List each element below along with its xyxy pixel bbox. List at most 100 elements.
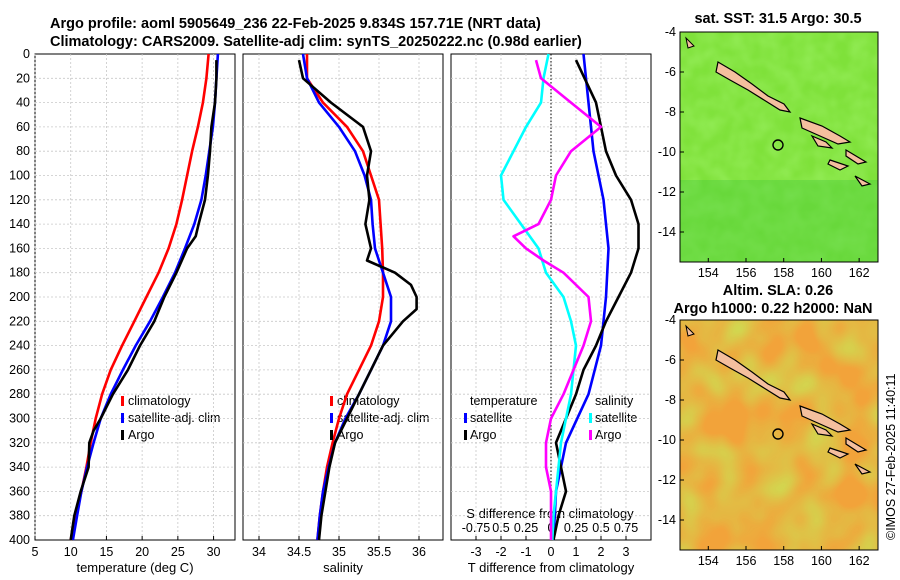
map-y-tick-label: -4 (665, 313, 676, 327)
map-y-tick-label: -12 (658, 473, 676, 487)
x-tick-label: 34.5 (287, 545, 311, 559)
map-y-tick-label: -10 (658, 433, 676, 447)
y-tick-label: 280 (9, 387, 30, 401)
s-diff-tick-label: 0.5 (592, 521, 609, 535)
series-s-argo (512, 59, 603, 540)
y-tick-label: 80 (16, 144, 30, 158)
legend-argo: Argo (337, 428, 363, 442)
legend-salinity-title: salinity (595, 394, 634, 408)
x-tick-label: 10 (64, 545, 78, 559)
map-x-tick-label: 162 (849, 554, 870, 568)
y-tick-label: 380 (9, 509, 30, 523)
map-x-tick-label: 158 (773, 554, 794, 568)
x-tick-label: 35 (332, 545, 346, 559)
sst-map (679, 31, 879, 263)
salinity-legend: climatology satellite-adj. clim Argo (337, 394, 429, 442)
y-tick-label: 300 (9, 412, 30, 426)
map-x-tick-label: 156 (736, 266, 757, 280)
legend-t-argo: Argo (470, 428, 496, 442)
x-tick-label: 20 (135, 545, 149, 559)
legend-climatology: climatology (128, 394, 191, 408)
sla-map-title: Altim. SLA: 0.26 (723, 283, 833, 299)
x-tick-label: -1 (520, 545, 531, 559)
y-tick-label: 180 (9, 266, 30, 280)
x-tick-label: 2 (598, 545, 605, 559)
island-santa-isabel (799, 117, 852, 145)
island-malaita (845, 148, 868, 165)
legend-swatch-climatology (330, 396, 333, 406)
map-y-tick-label: -8 (665, 105, 676, 119)
legend-swatch-satellite (330, 413, 333, 423)
x-tick-label: 34 (252, 545, 266, 559)
island-new-georgia (810, 134, 834, 149)
legend-temperature-title: temperature (470, 394, 537, 408)
difference-xlabel: T difference from climatology (468, 560, 635, 575)
map-y-tick-label: -6 (665, 65, 676, 79)
island-bougainville (715, 349, 792, 401)
island-nw (685, 36, 695, 49)
map-x-tick-label: 158 (773, 266, 794, 280)
x-tick-label: 3 (623, 545, 630, 559)
legend-swatch-argo (330, 430, 333, 440)
map-x-tick-label: 156 (736, 554, 757, 568)
argo-location-marker (772, 139, 784, 151)
sla-map-subtitle: Argo h1000: 0.22 h2000: NaN (673, 301, 872, 317)
map-y-tick-label: -4 (665, 25, 676, 39)
map-y-tick-label: -8 (665, 393, 676, 407)
island-guadalcanal (827, 159, 850, 171)
s-diff-tick-label: 0.5 (492, 521, 509, 535)
map-y-tick-label: -14 (658, 225, 676, 239)
x-tick-label: 0 (548, 545, 555, 559)
legend-argo: Argo (128, 428, 154, 442)
map-x-tick-label: 160 (811, 554, 832, 568)
s-diff-tick-label: 0.25 (564, 521, 588, 535)
legend-satellite-adj: satellite-adj. clim (337, 411, 429, 425)
imos-watermark: ©IMOS 27-Feb-2025 11:40:11 (884, 373, 898, 540)
s-diff-tick-label: -0.75 (462, 521, 491, 535)
y-tick-label: 220 (9, 314, 30, 328)
map-y-tick-label: -10 (658, 145, 676, 159)
x-tick-label: 36 (412, 545, 426, 559)
map-x-tick-label: 154 (698, 554, 719, 568)
map-y-tick-label: -14 (658, 513, 676, 527)
map-x-tick-label: 154 (698, 266, 719, 280)
sst-map-title: sat. SST: 31.5 Argo: 30.5 (694, 11, 861, 27)
y-tick-label: 400 (9, 533, 30, 547)
s-diff-tick-label: 0.75 (614, 521, 638, 535)
y-tick-label: 60 (16, 120, 30, 134)
legend-t-satellite: satellite (470, 411, 512, 425)
y-tick-label: 200 (9, 290, 30, 304)
x-tick-label: 5 (32, 545, 39, 559)
y-tick-label: 140 (9, 217, 30, 231)
x-tick-label: -3 (470, 545, 481, 559)
island-malaita (845, 436, 868, 453)
y-tick-label: 100 (9, 169, 30, 183)
series-climatology (305, 54, 385, 541)
series-argo (297, 59, 418, 541)
title-line-1: Argo profile: aoml 5905649_236 22-Feb-20… (50, 16, 541, 32)
y-tick-label: 260 (9, 363, 30, 377)
y-tick-label: 20 (16, 71, 30, 85)
island-makira (854, 175, 872, 187)
difference-legend: temperature satellite Argo salinity sate… (470, 394, 637, 442)
x-tick-label: 35.5 (367, 545, 391, 559)
legend-swatch-argo (121, 430, 124, 440)
x-tick-label: 1 (573, 545, 580, 559)
map-x-tick-label: 160 (811, 266, 832, 280)
legend-swatch-s-argo (589, 430, 592, 440)
x-tick-label: -2 (495, 545, 506, 559)
s-diff-tick-label: 0.25 (514, 521, 538, 535)
x-tick-label: 25 (171, 545, 185, 559)
island-bougainville (715, 61, 792, 113)
temperature-legend: climatology satellite-adj. clim Argo (128, 394, 220, 442)
y-tick-label: 340 (9, 460, 30, 474)
legend-swatch-t-satellite (464, 413, 467, 423)
series-s-satellite (499, 53, 578, 541)
legend-s-argo: Argo (595, 428, 621, 442)
y-tick-label: 240 (9, 339, 30, 353)
legend-swatch-satellite (121, 413, 124, 423)
salinity-xlabel: salinity (323, 560, 363, 575)
island-new-georgia (810, 422, 834, 437)
island-makira (854, 463, 872, 475)
